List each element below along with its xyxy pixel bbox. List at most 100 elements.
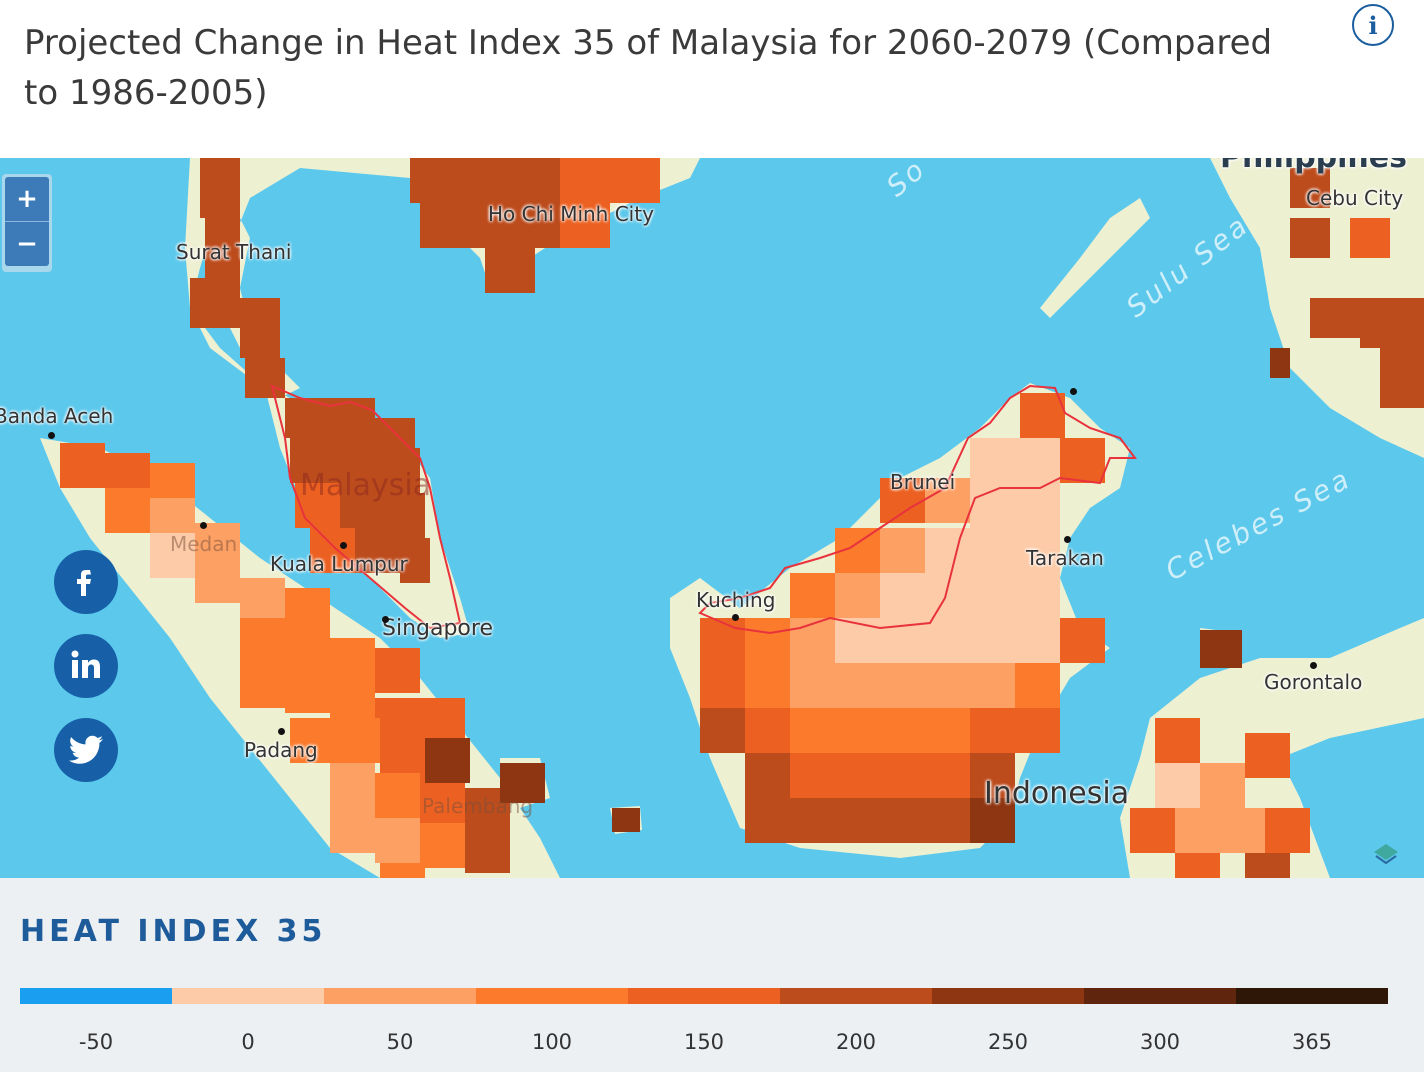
heat-cell (612, 808, 640, 832)
label-tarakan: Tarakan (1026, 546, 1104, 570)
heat-cell (1130, 808, 1175, 853)
heat-cell (790, 663, 835, 708)
heat-cell (330, 808, 375, 853)
heat-cell (195, 558, 240, 603)
heat-cell (335, 438, 380, 483)
legend-swatch (932, 988, 1084, 1004)
heat-cell (835, 618, 880, 663)
heat-cell (970, 528, 1015, 573)
facebook-share-button[interactable] (54, 550, 118, 614)
heat-cell (470, 203, 520, 248)
label-ho-chi-minh: Ho Chi Minh City (488, 202, 654, 226)
header: Projected Change in Heat Index 35 of Mal… (0, 0, 1424, 158)
heat-cell (290, 438, 335, 483)
heat-cell (925, 478, 970, 523)
heat-cell (560, 158, 610, 203)
heat-cell (700, 663, 745, 708)
linkedin-share-button[interactable] (54, 634, 118, 698)
heat-cell (375, 818, 420, 863)
heat-cell (835, 798, 880, 843)
heat-cell (205, 218, 240, 278)
legend-swatch (1084, 988, 1236, 1004)
heat-cell (1015, 573, 1060, 618)
heat-cell (240, 578, 285, 623)
heat-cell (150, 533, 195, 578)
heat-cell (970, 483, 1015, 528)
heat-cell (1290, 168, 1330, 208)
heat-cell (1360, 298, 1424, 348)
heat-cell (355, 528, 400, 573)
heat-cell (420, 823, 465, 868)
legend-tick: 250 (987, 1030, 1029, 1054)
legend-tick: 365 (1291, 1030, 1333, 1054)
heat-cell (1015, 483, 1060, 528)
label-medan: Medan (170, 532, 238, 556)
heat-cell (410, 158, 460, 203)
legend-tick: 200 (835, 1030, 877, 1054)
heat-cell (880, 573, 925, 618)
heat-cell (380, 448, 420, 493)
heat-cell (1220, 808, 1265, 853)
heat-cell (245, 358, 285, 398)
legend-tick: 300 (1139, 1030, 1181, 1054)
legend-swatch (1236, 988, 1388, 1004)
heat-cell (835, 753, 880, 798)
legend-tick: 100 (531, 1030, 573, 1054)
heat-cell (340, 483, 385, 528)
heat-cell (240, 663, 285, 708)
heat-cell (970, 438, 1015, 483)
heat-cell (835, 663, 880, 708)
info-glyph: i (1368, 10, 1378, 40)
heat-cell (285, 623, 330, 668)
heat-cell (375, 648, 420, 693)
info-icon[interactable]: i (1352, 4, 1394, 46)
heat-cell (790, 573, 835, 618)
heat-cell (240, 618, 285, 663)
twitter-share-button[interactable] (54, 718, 118, 782)
heat-cell (1015, 663, 1060, 708)
heat-cell (1175, 853, 1220, 878)
legend-ticks: -50 0 50 100 150 200 250 300 365 (20, 1030, 1388, 1060)
layers-icon[interactable] (1372, 840, 1400, 868)
heat-cell (330, 763, 375, 808)
heat-cell (1175, 808, 1220, 853)
heat-cell (1155, 718, 1200, 763)
heat-cell (925, 708, 970, 753)
label-malaysia: Malaysia (300, 468, 432, 503)
heat-cell (835, 573, 880, 618)
heat-cell (1245, 853, 1290, 878)
heat-cell (745, 708, 790, 753)
heat-cell (970, 573, 1015, 618)
city-dot (278, 728, 285, 735)
heat-cell (745, 753, 790, 798)
label-padang: Padang (244, 738, 318, 762)
city-dot (1064, 536, 1071, 543)
label-gorontalo: Gorontalo (1264, 670, 1363, 694)
heat-cell (150, 463, 195, 503)
label-kuala-lumpur: Kuala Lumpur (270, 552, 408, 576)
map-view[interactable]: Surat Thani Ho Chi Minh City Cebu City B… (0, 158, 1424, 878)
zoom-in-button[interactable]: + (5, 177, 49, 222)
heat-cell (425, 738, 470, 783)
zoom-out-button[interactable]: − (5, 222, 49, 266)
city-dot (1070, 388, 1077, 395)
heat-cell (925, 528, 970, 573)
heat-cell (925, 798, 970, 843)
heat-cell (880, 708, 925, 753)
heat-grid (60, 158, 1424, 878)
border-peninsular (270, 384, 462, 630)
legend-tick: 150 (683, 1030, 725, 1054)
heat-cell (330, 638, 375, 683)
label-singapore: Singapore (382, 616, 493, 641)
heat-cell (970, 708, 1015, 753)
legend-swatch (780, 988, 932, 1004)
legend-swatch (172, 988, 324, 1004)
city-dot (200, 522, 207, 529)
heat-cell (790, 798, 835, 843)
heat-cell (1380, 348, 1424, 408)
twitter-icon (68, 735, 103, 764)
heat-cell (420, 783, 465, 828)
heat-cell (485, 248, 535, 293)
heat-cell (330, 678, 375, 723)
map-canvas (40, 158, 1424, 878)
